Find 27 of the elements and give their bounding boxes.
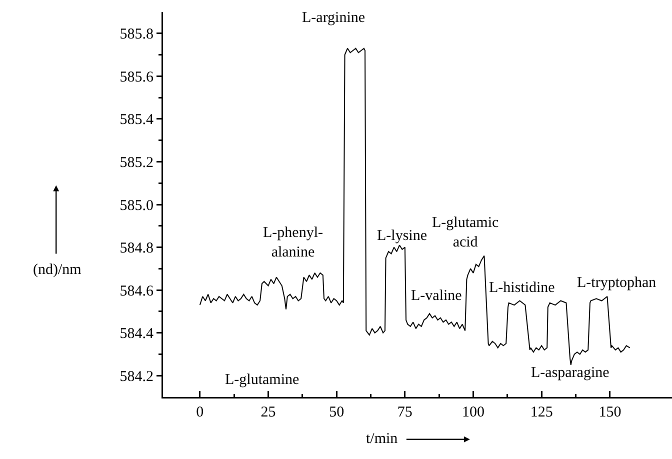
x-tick-label: 125 xyxy=(530,404,553,420)
y-tick-label: 585.8 xyxy=(120,26,154,43)
x-tick-label: 100 xyxy=(462,404,485,420)
annotation: L-arginine xyxy=(302,10,366,26)
annotation: L-tryptophan xyxy=(577,275,657,291)
y-tick-label: 585.0 xyxy=(120,198,154,214)
annotation: L-valine xyxy=(411,288,462,304)
y-tick-label: 584.4 xyxy=(120,326,154,342)
annotation: L-lysine xyxy=(377,228,428,244)
annotation: L-phenyl- alanine xyxy=(263,225,323,260)
x-tick-label: 75 xyxy=(397,404,412,420)
y-tick-label: 585.6 xyxy=(120,69,154,86)
x-tick-label: 150 xyxy=(598,404,622,420)
x-axis-title: t/min xyxy=(366,431,398,447)
annotation: L-glutamine xyxy=(225,372,300,388)
annotation: L-histidine xyxy=(489,280,556,296)
x-tick-label: 50 xyxy=(329,404,344,420)
y-axis-title: (nd)/nm xyxy=(33,262,82,278)
y-tick-label: 584.6 xyxy=(120,283,154,300)
x-tick-label: 25 xyxy=(260,404,276,420)
x-tick-label: 0 xyxy=(196,404,204,420)
annotation: L-asparagine xyxy=(531,365,610,381)
y-tick-label: 584.2 xyxy=(120,368,154,385)
annotation: L-glutamic acid xyxy=(432,215,499,250)
y-tick-label: 585.2 xyxy=(120,154,154,171)
y-tick-label: 585.4 xyxy=(120,112,154,128)
y-tick-label: 584.8 xyxy=(120,240,154,257)
